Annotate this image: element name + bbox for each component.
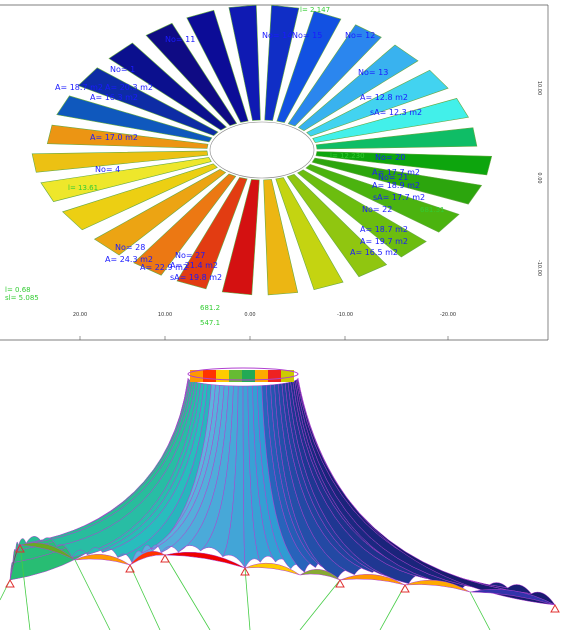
panel-label: No= 1 — [110, 65, 135, 74]
y-tick-label: 0.00 — [536, 172, 542, 183]
panel-label: No= 27 — [175, 251, 205, 260]
panel-label: No= 14 — [262, 31, 292, 40]
x-tick-label: 20.00 — [73, 312, 87, 318]
panel-label: sA= 12.3 m2 — [370, 108, 422, 117]
panel-label: A= 20.3 m2 — [105, 83, 153, 92]
anchor-cable — [470, 592, 490, 630]
panel-label: A= 16.5 m2 — [350, 248, 398, 257]
edge-label: 681.31 — [420, 206, 445, 214]
edge-label: 681.2 — [200, 304, 220, 312]
anchor-cable — [130, 565, 160, 630]
panel-label: No= 13 — [358, 68, 388, 77]
edge-label: 547.1 — [200, 319, 220, 327]
edge-label: l= 0.68 — [5, 286, 31, 294]
panel-label: sA= 17.7 m2 — [373, 193, 425, 202]
panel-label: No= 20 — [375, 153, 405, 162]
panel-label: A= 17.0 m2 — [90, 133, 138, 142]
panel-label: A= 16.3 m2 — [90, 93, 138, 102]
edge-label: l= 13.61 — [68, 184, 98, 192]
support — [161, 555, 169, 562]
anchor-cable — [245, 568, 250, 630]
panel-label: A= 24.3 m2 — [105, 255, 153, 264]
panel-label: A= 18.7 m2 — [360, 225, 408, 234]
anchor-cable — [300, 580, 340, 630]
3d-view — [0, 368, 559, 630]
page: {"plan":{ "x_axis":["20.00","10.00","0.0… — [0, 0, 563, 630]
x-tick-label: -10.00 — [337, 312, 353, 318]
edge-label: l= 2.147 — [300, 6, 330, 14]
top-ring — [281, 370, 294, 382]
panel-label: A= 12.8 m2 — [360, 93, 408, 102]
x-tick-label: 10.00 — [158, 312, 172, 318]
anchor-cable — [75, 560, 110, 630]
panel-label: No= 4 — [95, 165, 120, 174]
panel-label: No= 28 — [115, 243, 145, 252]
x-tick-label: 0.00 — [244, 312, 255, 318]
x-tick-label: -20.00 — [440, 312, 456, 318]
panel-label: No= 22 — [362, 205, 392, 214]
top-ring — [203, 370, 216, 382]
panel-label: A= 21.4 m2 — [170, 261, 218, 270]
top-ring — [268, 370, 281, 382]
panel-label: sA= 19.8 m2 — [170, 273, 222, 282]
opening — [210, 122, 314, 178]
panel-label: A= 18.7 m2 — [55, 83, 103, 92]
edge-label: l= 12.230 — [330, 152, 365, 160]
anchor-cable — [165, 555, 210, 630]
y-tick-label: -10.00 — [536, 260, 542, 276]
screen: No= 11 No= 14No= 15 No= 12 No= 13 A= 12.8 m2… — [0, 0, 563, 630]
panel-label: No= 11 — [165, 35, 195, 44]
panel-label: No= 12 — [345, 31, 375, 40]
y-tick-label: 10.00 — [536, 81, 542, 95]
panel-label: A= 18.9 m2 — [372, 181, 420, 190]
support — [551, 605, 559, 612]
panel-label: A= 19.7 m2 — [360, 237, 408, 246]
panel-label: No= 15 — [292, 31, 322, 40]
edge-label: sl= 5.085 — [5, 294, 39, 302]
support — [401, 585, 409, 592]
